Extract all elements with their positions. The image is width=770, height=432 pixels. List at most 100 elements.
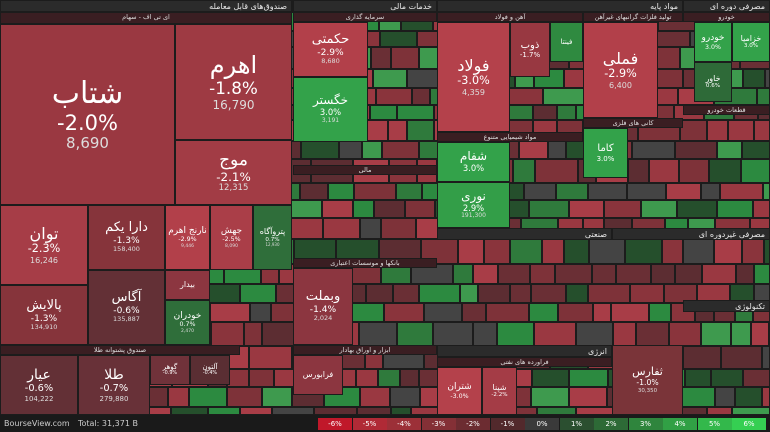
stock-cell — [669, 322, 701, 346]
section-header: فراورده های نفتی — [437, 357, 612, 367]
stock-tile: ثفارس -1.0% 30,350 — [612, 345, 683, 415]
tile-name: دارا یکم — [105, 220, 148, 236]
stock-cell — [376, 88, 412, 105]
tile-name: خزامیا — [740, 34, 762, 44]
tile-volume: 12,930 — [265, 242, 280, 247]
stock-cell — [679, 159, 709, 183]
stock-tile: خگستر 3.0% 3,191 — [293, 77, 368, 142]
stock-tile: خودران 0.7% 2,470 — [165, 300, 210, 345]
stock-cell — [529, 200, 569, 218]
stock-cell — [356, 369, 378, 387]
stock-cell — [762, 346, 770, 369]
stock-cell — [534, 322, 576, 346]
stock-tile: بیدار — [165, 270, 210, 300]
tile-name: شپنا — [492, 383, 507, 393]
stock-cell — [370, 105, 397, 120]
tile-volume: 16,790 — [212, 97, 255, 112]
stock-cell — [353, 200, 374, 218]
stock-cell — [707, 407, 732, 415]
stock-tile: طلا -0.7% 279,880 — [78, 355, 150, 415]
tile-name: توان — [29, 223, 59, 243]
tile-change: -2.9% — [604, 67, 637, 81]
tile-name: اهرم — [209, 50, 258, 79]
stock-cell — [743, 69, 765, 88]
section-header: مواد پایه — [437, 0, 683, 12]
stock-cell — [388, 120, 407, 141]
section-header: کانی های فلزی — [583, 118, 683, 128]
stock-cell — [419, 284, 460, 303]
tile-change: -2.9% — [178, 236, 197, 244]
stock-tile: شتاب -2.0% 8,690 — [0, 24, 175, 205]
tile-change: 0.7% — [179, 321, 196, 329]
tile-name: بیدار — [180, 280, 195, 290]
stock-cell — [566, 284, 588, 303]
legend-item: -1% — [490, 418, 525, 430]
legend-item: 4% — [663, 418, 697, 430]
tile-change: 0.7% — [265, 236, 280, 243]
stock-cell — [721, 346, 762, 369]
stock-cell — [763, 183, 770, 200]
stock-cell — [675, 141, 717, 159]
tile-volume: 8,680 — [321, 57, 340, 66]
stock-cell — [328, 183, 354, 200]
tile-name: فولاد — [457, 55, 490, 75]
total: Total: 31,371 B — [78, 419, 138, 428]
stock-cell — [657, 69, 683, 88]
section-header: صنعتی — [437, 228, 612, 240]
stock-cell — [743, 369, 770, 387]
tile-volume: 191,300 — [461, 212, 486, 220]
section-header: صندوق‌های قابل معامله — [0, 0, 292, 12]
stock-cell — [742, 141, 770, 159]
stock-cell — [227, 369, 249, 387]
legend-item: -5% — [352, 418, 387, 430]
legend-item: 2% — [594, 418, 628, 430]
stock-cell — [509, 88, 543, 105]
legend-item: -4% — [387, 418, 421, 430]
tile-volume: 135,887 — [113, 315, 140, 324]
stock-cell — [168, 387, 189, 407]
tile-change: -2.1% — [216, 169, 251, 184]
tile-change: -0.7% — [99, 383, 129, 395]
stock-cell — [717, 141, 742, 159]
section-header: قطعات خودرو — [683, 105, 770, 115]
stock-cell — [322, 200, 353, 218]
section-header: ای تی اف - سهام — [0, 12, 292, 24]
stock-cell — [649, 303, 671, 322]
tile-name: فرابورس — [302, 370, 334, 380]
tile-name: شتران — [447, 382, 472, 393]
stock-cell — [380, 31, 417, 47]
tile-change: -2.5% — [222, 236, 241, 244]
tile-name: پالایش — [26, 297, 62, 313]
stock-cell — [613, 322, 636, 346]
stock-tile: اهرم -1.8% 16,790 — [175, 24, 292, 140]
stock-cell — [757, 88, 770, 105]
stock-cell — [532, 369, 569, 387]
stock-cell — [557, 105, 576, 120]
tile-volume: 2,024 — [313, 314, 333, 323]
tile-name: آگاس — [111, 290, 142, 306]
tile-name: خودران — [173, 311, 202, 322]
tile-change: 3.0% — [462, 163, 485, 174]
stock-cell — [683, 239, 714, 264]
stock-cell — [397, 322, 433, 346]
stock-cell — [675, 264, 702, 284]
stock-tile: خزامیا 3.0% — [732, 22, 770, 62]
stock-cell — [531, 387, 569, 407]
stock-cell — [732, 407, 770, 415]
section-header: مالی — [293, 165, 437, 175]
stock-cell — [569, 387, 607, 407]
stock-tile: شتران -3.0% — [437, 367, 482, 415]
tile-volume: 4,359 — [462, 88, 485, 98]
stock-cell — [666, 183, 701, 200]
stock-cell — [649, 159, 679, 183]
stock-cell — [314, 407, 357, 415]
stock-cell — [751, 322, 769, 346]
stock-cell — [390, 387, 420, 407]
stock-tile: آگاس -0.6% 135,887 — [88, 270, 165, 345]
stock-cell — [250, 303, 271, 322]
stock-tile: آلتون -0.4% — [190, 355, 230, 385]
stock-cell — [484, 239, 510, 264]
stock-tile: دارا یکم -1.3% 158,400 — [88, 205, 165, 270]
stock-cell — [407, 120, 434, 141]
stock-cell — [352, 303, 384, 322]
